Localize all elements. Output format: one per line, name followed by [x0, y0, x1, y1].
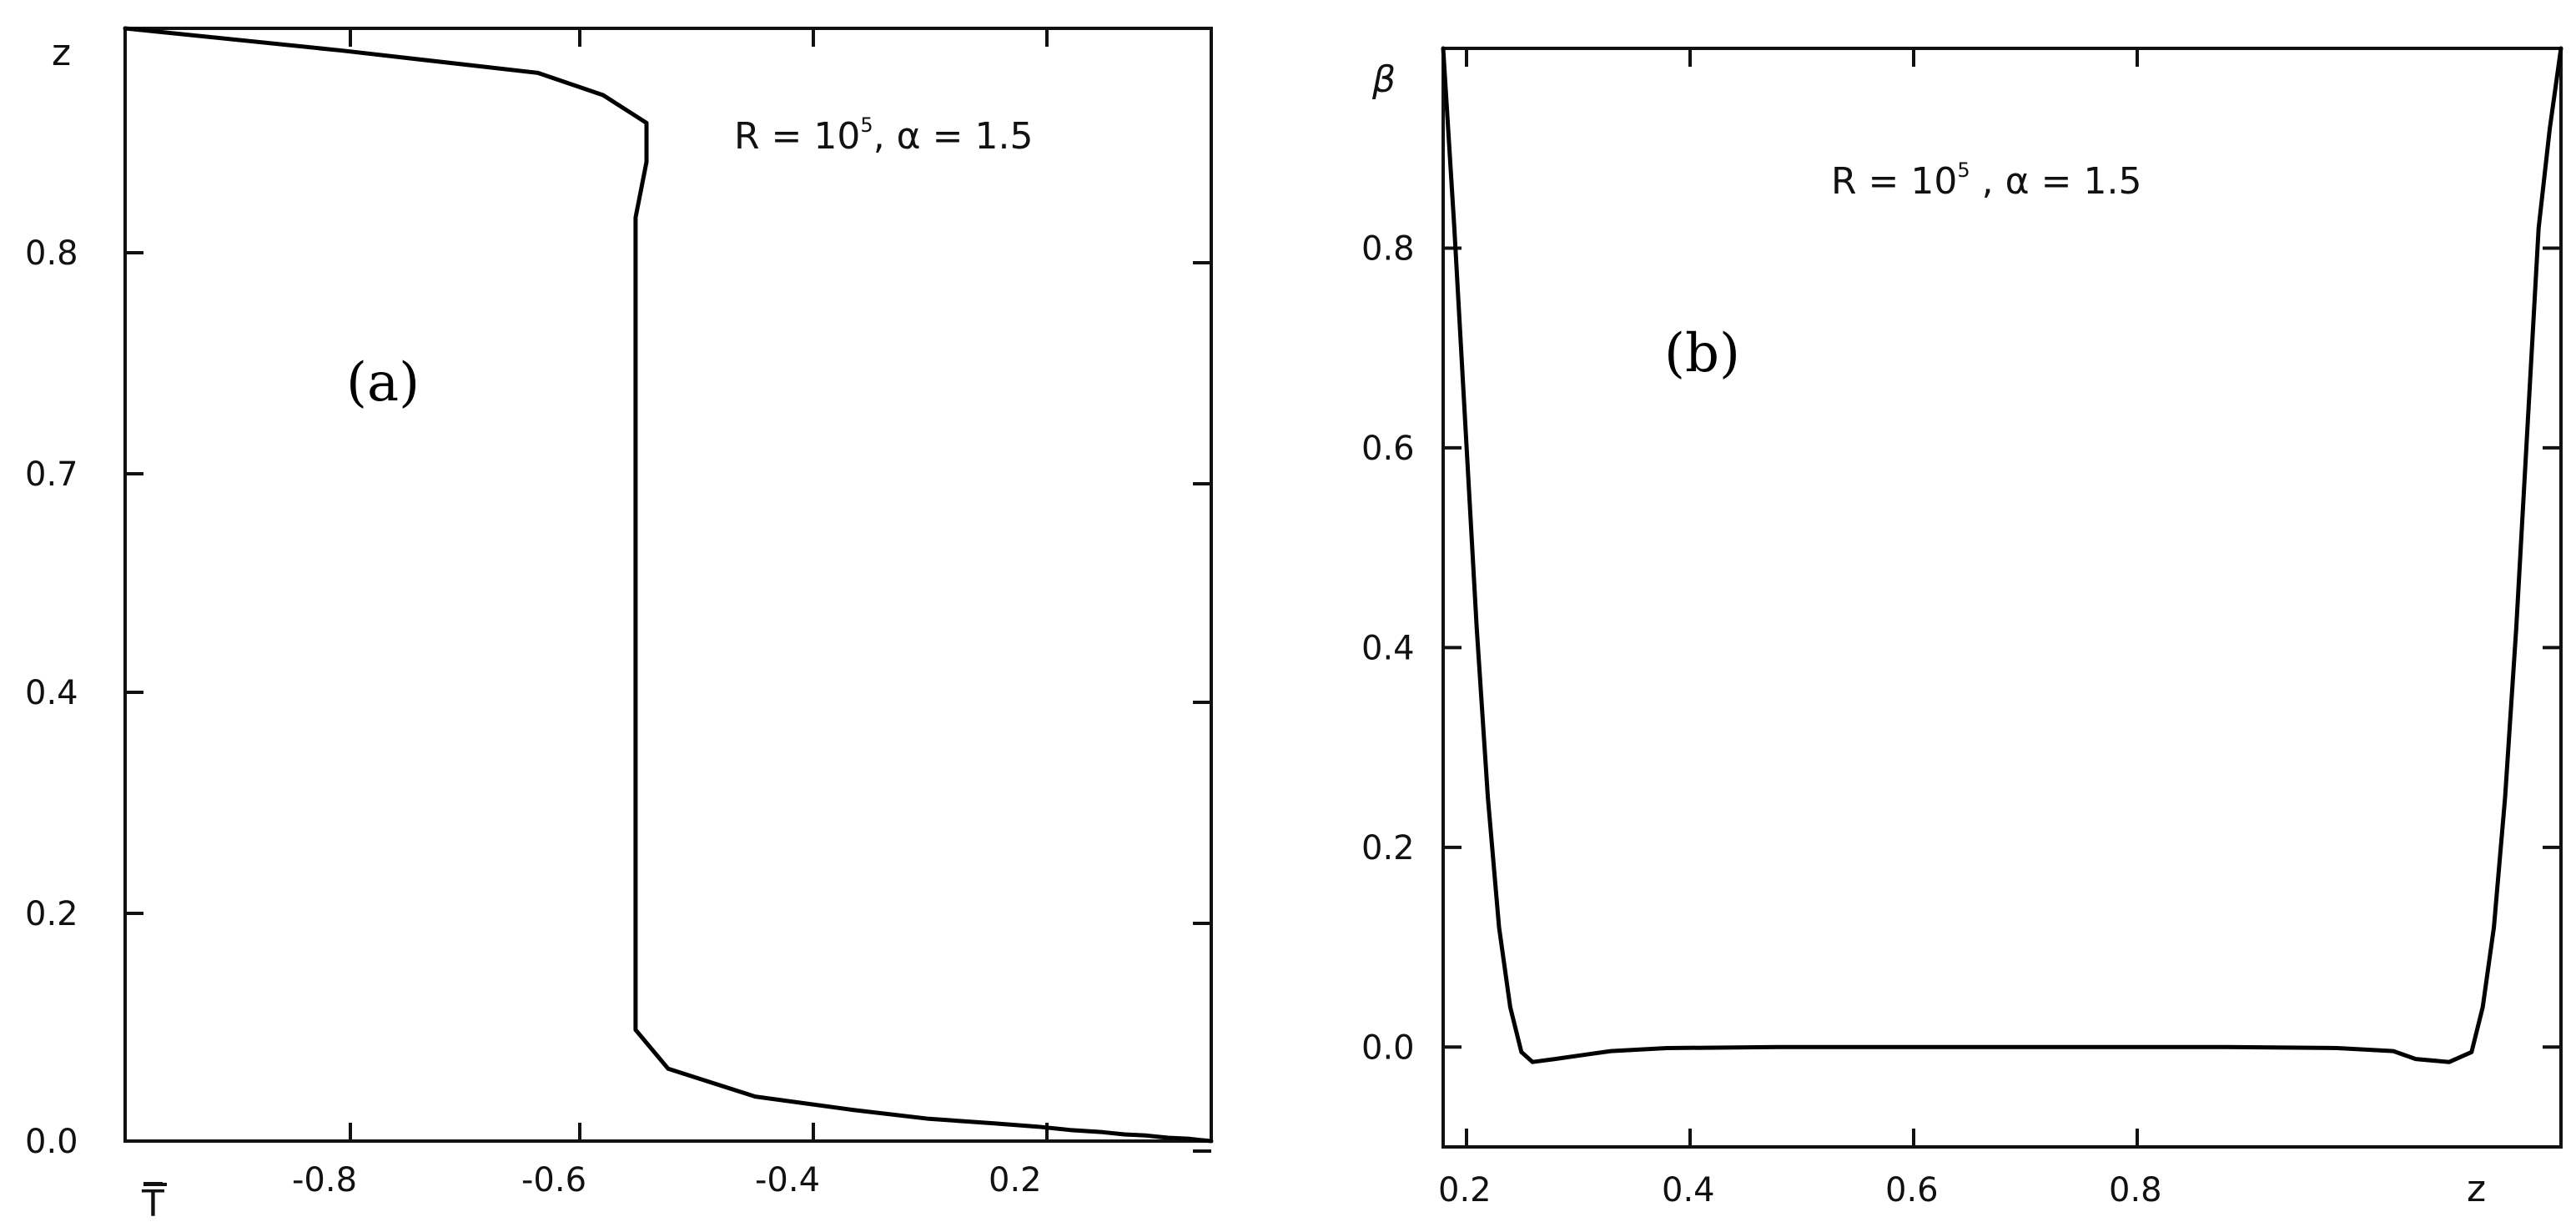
y-axis-label-b: β	[1371, 58, 1396, 101]
panel-b: 0.0 0.2 0.4 0.6 0.8 0.2 0.4 0.6 0.8 β z R = 105 …	[1361, 46, 2563, 1210]
annotation-b-exponent: 5	[1957, 158, 1970, 182]
annotation-b-base: R = 10	[1831, 160, 1957, 203]
x-tick-label-b: 0.2	[1438, 1171, 1492, 1209]
annotation-a-exponent: 5	[860, 113, 873, 137]
x-tick-label-a: -0.6	[521, 1161, 586, 1199]
y-tick-label-b: 0.8	[1361, 229, 1415, 268]
y-tick-label-b: 0.2	[1361, 829, 1415, 867]
y-tick-label-a: 0.0	[25, 1123, 78, 1161]
panel-label-b: (b)	[1664, 323, 1740, 385]
x-axis-label-b: z	[2467, 1168, 2486, 1210]
panel-label-a: (a)	[346, 352, 420, 414]
x-axis-label-a: T̅	[141, 1180, 164, 1225]
x-tick-label-b: 0.4	[1662, 1171, 1715, 1209]
ticks-a: 0.0 0.2 0.4 0.7 0.8 -0.8 -0.6 -0.4 0.2	[25, 28, 1211, 1199]
temperature-profile-curve	[123, 26, 1214, 1144]
annotation-a: R = 105, α = 1.5	[734, 113, 1033, 158]
annotation-b: R = 105 , α = 1.5	[1831, 158, 2141, 203]
y-tick-label-b: 0.6	[1361, 430, 1415, 468]
annotation-a-base: R = 10	[734, 115, 860, 158]
y-tick-label-b: 0.4	[1361, 629, 1415, 667]
x-tick-label-b: 0.8	[2109, 1171, 2162, 1209]
plot-frame-a	[123, 27, 1213, 1143]
beta-profile-curve	[1441, 46, 2563, 1064]
x-tick-label-a: 0.2	[989, 1161, 1042, 1199]
plot-frame-b	[1441, 47, 2563, 1149]
x-tick-label-a: -0.8	[292, 1161, 357, 1199]
y-axis-label-a: z	[52, 32, 71, 74]
y-tick-label-a: 0.4	[25, 674, 78, 712]
y-tick-label-a: 0.8	[25, 234, 78, 273]
annotation-a-suffix: , α = 1.5	[873, 115, 1034, 158]
panel-a: 0.0 0.2 0.4 0.7 0.8 -0.8 -0.6 -0.4 0.2 z T̅ R = …	[25, 26, 1214, 1225]
x-tick-label-b: 0.6	[1885, 1171, 1939, 1209]
annotation-b-suffix: , α = 1.5	[1970, 160, 2142, 203]
y-tick-label-a: 0.2	[25, 895, 78, 933]
ticks-b: 0.0 0.2 0.4 0.6 0.8 0.2 0.4 0.6 0.8	[1361, 48, 2561, 1209]
y-tick-label-a: 0.7	[25, 455, 78, 494]
y-tick-label-b: 0.0	[1361, 1028, 1415, 1067]
x-tick-label-a: -0.4	[755, 1161, 820, 1199]
